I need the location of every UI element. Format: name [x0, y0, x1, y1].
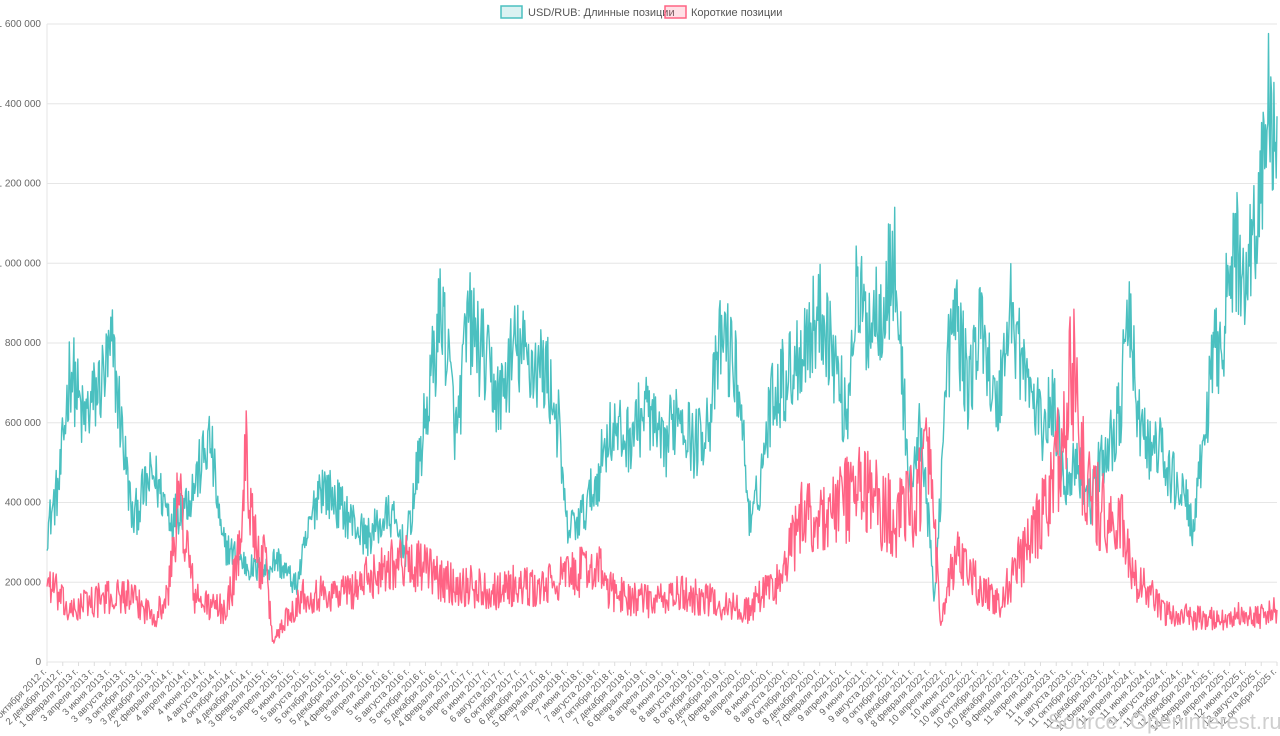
legend: USD/RUB: Длинные позиции Короткие позици… [500, 5, 782, 19]
y-tick-label: 1 000 000 [0, 258, 41, 269]
y-tick-label: 200 000 [5, 577, 42, 588]
y-tick-label: 1 200 000 [0, 179, 41, 190]
grid [46, 23, 1277, 663]
y-tick-label: 0 [35, 657, 41, 668]
y-tick-label: 600 000 [5, 418, 42, 429]
y-tick-label: 800 000 [5, 338, 42, 349]
watermark: Source: Openinterest.ru [1048, 709, 1280, 734]
y-tick-label: 400 000 [5, 498, 42, 509]
legend-swatch-short [664, 5, 687, 19]
legend-item-long[interactable]: USD/RUB: Длинные позиции [500, 5, 675, 19]
legend-label-long: USD/RUB: Длинные позиции [528, 7, 675, 19]
y-tick-label: 1 600 000 [0, 19, 41, 30]
series-lines [46, 32, 1278, 644]
series-line-long [46, 32, 1278, 602]
y-tick-label: 1 400 000 [0, 99, 41, 110]
legend-swatch-long [500, 5, 523, 19]
legend-item-short[interactable]: Короткие позиции [664, 5, 782, 19]
legend-label-short: Короткие позиции [691, 7, 782, 19]
series-line-short [46, 308, 1278, 644]
y-axis: 0 200 000 400 000 600 000 800 000 1 000 000 1 … [0, 19, 41, 668]
